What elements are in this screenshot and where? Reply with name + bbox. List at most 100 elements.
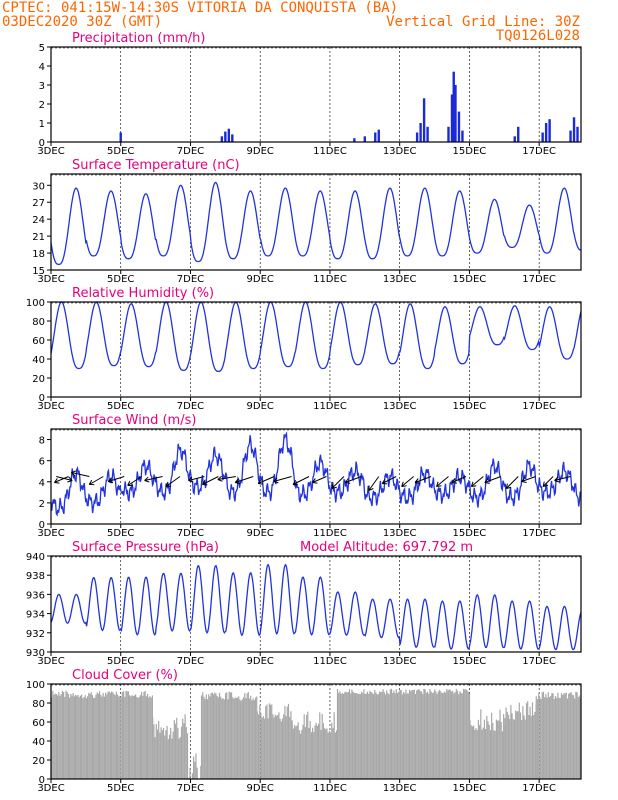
cloud-bar bbox=[471, 726, 474, 779]
cloud-bar bbox=[393, 690, 395, 779]
cloud-xtick-label: 15DEC bbox=[453, 783, 487, 794]
cloud-bar bbox=[118, 696, 120, 779]
cloud-bar bbox=[283, 714, 285, 779]
cloud-bar bbox=[180, 726, 183, 779]
cloud-bar bbox=[521, 720, 523, 779]
precip-bar bbox=[231, 134, 234, 142]
cloud-bar bbox=[265, 706, 267, 779]
temp-ytick-label: 18 bbox=[32, 249, 45, 260]
cloud-xtick-label: 7DEC bbox=[177, 783, 204, 794]
cloud-bar bbox=[135, 694, 137, 779]
cloud-bar bbox=[166, 725, 168, 779]
cloud-bar bbox=[71, 695, 73, 779]
wind-vector-head bbox=[188, 476, 194, 483]
cloud-bar bbox=[560, 693, 563, 779]
cloud-bar bbox=[420, 691, 423, 779]
cloud-bar bbox=[354, 693, 357, 779]
header-grid-line: Vertical Grid Line: 30Z bbox=[386, 14, 580, 30]
cloud-bar bbox=[308, 728, 310, 779]
cloud-bar bbox=[234, 697, 236, 779]
cloud-xtick-label: 11DEC bbox=[313, 783, 347, 794]
cloud-bar bbox=[399, 689, 401, 779]
cloud-bar bbox=[461, 693, 463, 779]
wind-vector bbox=[484, 476, 501, 483]
cloud-bar bbox=[212, 694, 215, 779]
cloud-bar bbox=[167, 739, 169, 779]
cloud-bar bbox=[425, 692, 427, 779]
cloud-bar bbox=[95, 694, 97, 779]
cloud-bar bbox=[171, 738, 173, 779]
precip-bar bbox=[461, 130, 464, 142]
cloud-bar bbox=[200, 695, 203, 779]
wind-vector-head bbox=[165, 481, 172, 487]
pres-xtick-label: 7DEC bbox=[177, 656, 204, 667]
cloud-bar bbox=[223, 699, 225, 779]
cloud-bar bbox=[375, 692, 377, 779]
wind-vector-head bbox=[127, 480, 133, 486]
wind-frame bbox=[50, 428, 582, 525]
precip-xtick-label: 5DEC bbox=[107, 146, 134, 157]
cloud-bar bbox=[348, 689, 351, 779]
cloud-bar bbox=[89, 693, 91, 779]
cloud-bar bbox=[360, 691, 363, 779]
cloud-bar bbox=[194, 761, 196, 779]
pres-ytick-label: 930 bbox=[26, 648, 45, 659]
cloud-bar bbox=[577, 696, 579, 779]
rh-series-line bbox=[50, 301, 582, 372]
wind-xtick-label: 7DEC bbox=[177, 528, 204, 539]
cloud-bar bbox=[339, 691, 341, 779]
wind-vector-head bbox=[144, 476, 150, 483]
cloud-bar bbox=[507, 714, 510, 779]
cloud-bar bbox=[505, 707, 507, 779]
cloud-bar bbox=[517, 711, 519, 779]
precip-bar bbox=[220, 136, 224, 142]
wind-panel: 0 2 4 6 8 3DEC 5DEC 7DEC 9DEC 11DEC 13DEC 15DEC 17DE… bbox=[37, 413, 582, 539]
wind-vector-head bbox=[554, 476, 560, 483]
cloud-bar bbox=[113, 694, 115, 779]
precip-bar bbox=[450, 94, 454, 142]
cloud-bar bbox=[131, 695, 133, 779]
cloud-bar bbox=[430, 691, 432, 779]
cloud-bar bbox=[214, 692, 216, 779]
precip-ytick-label: 5 bbox=[39, 43, 45, 54]
temp-ytick-label: 21 bbox=[32, 232, 45, 243]
panels: 0 1 2 3 4 5 3DEC 5DEC 7DEC 9DEC 11DEC 13DEC 15DEC 17D… bbox=[26, 31, 582, 794]
cloud-bar bbox=[446, 688, 448, 779]
precip-ytick-label: 2 bbox=[39, 100, 45, 111]
cloud-bar bbox=[381, 691, 383, 779]
wind-vector bbox=[127, 476, 142, 486]
pres-series-line bbox=[50, 563, 582, 651]
cloud-bar bbox=[165, 730, 167, 779]
cloud-bar bbox=[220, 696, 222, 779]
cloud-bar bbox=[88, 692, 90, 779]
wind-vector-head bbox=[344, 478, 351, 484]
pres-panel: 930 932 934 936 938 940 3DEC 5DEC 7DEC 9DEC 11DEC 1… bbox=[26, 540, 582, 667]
cloud-bar bbox=[111, 691, 113, 779]
cloud-bar bbox=[130, 696, 132, 779]
header-model: TQ0126L028 bbox=[496, 28, 580, 44]
rh-ytick-label: 60 bbox=[32, 336, 45, 347]
cloud-bar bbox=[218, 692, 221, 779]
pres-xtick-label: 11DEC bbox=[313, 656, 347, 667]
cloud-bar bbox=[75, 694, 77, 779]
cloud-bar bbox=[107, 691, 109, 779]
cloud-bar bbox=[574, 698, 576, 779]
cloud-bar bbox=[246, 693, 248, 779]
pres-xtick-label: 9DEC bbox=[247, 656, 274, 667]
cloud-bar bbox=[328, 730, 330, 779]
pres-xtick-label: 17DEC bbox=[522, 656, 556, 667]
pres-xtick-label: 5DEC bbox=[107, 656, 134, 667]
wind-title: Surface Wind (m/s) bbox=[72, 413, 196, 428]
cloud-bar bbox=[103, 696, 105, 779]
cloud-bar bbox=[512, 719, 514, 779]
rh-xtick-label: 11DEC bbox=[313, 401, 347, 412]
cloud-bar bbox=[119, 695, 121, 779]
cloud-bar bbox=[280, 721, 282, 779]
cloud-bar bbox=[221, 698, 223, 779]
header-station: CPTEC: 041:15W-14:30S VITORIA DA CONQUIS… bbox=[2, 0, 398, 16]
cloud-bar bbox=[453, 693, 455, 779]
cloud-bar bbox=[321, 713, 323, 779]
cloud-bar bbox=[389, 689, 391, 779]
cloud-bar bbox=[370, 692, 372, 779]
